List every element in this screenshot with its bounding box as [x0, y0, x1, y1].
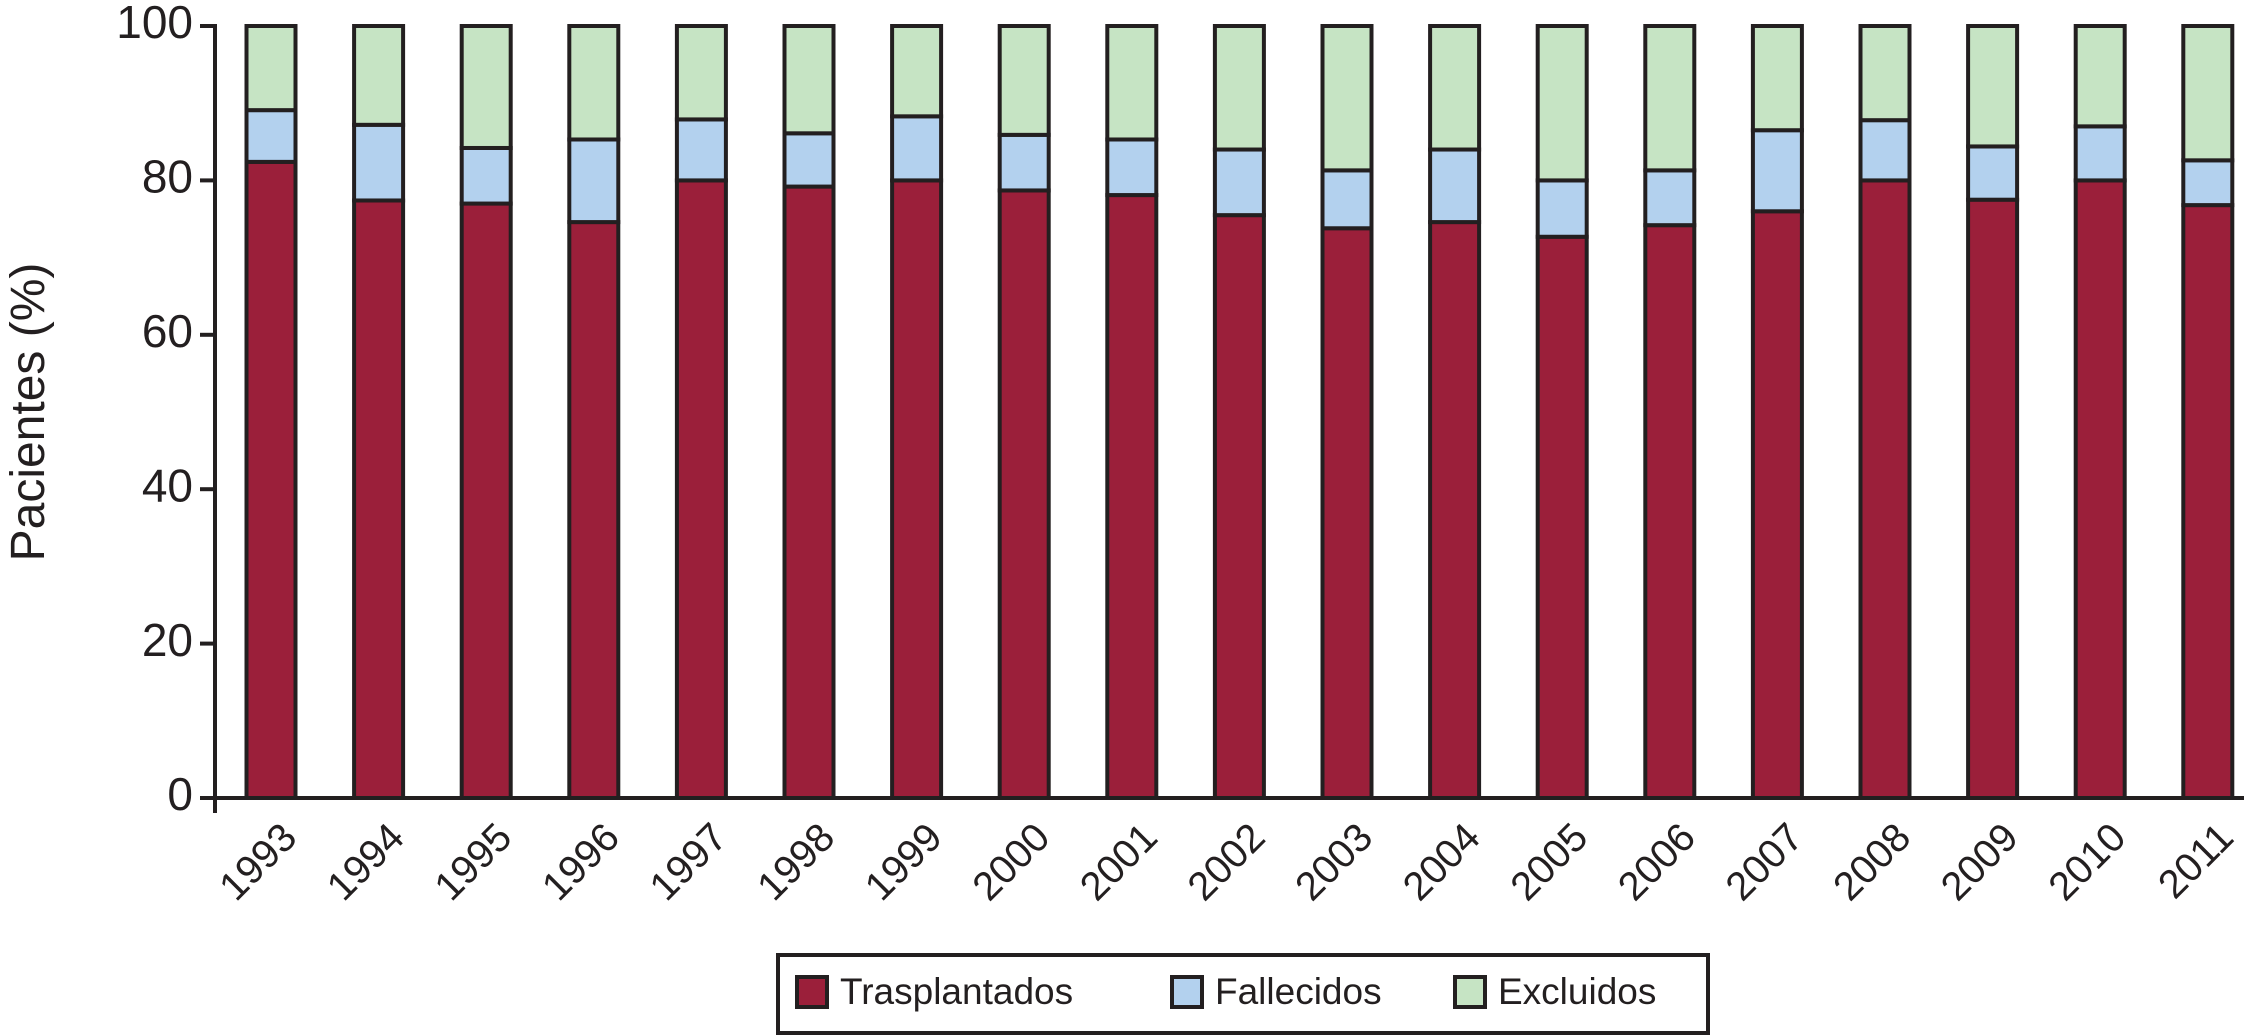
bar-segment [674, 24, 728, 122]
bar-segment [997, 132, 1051, 193]
bar-segment [1535, 24, 1589, 183]
bar-segment [2073, 124, 2127, 183]
bar-segment [1750, 24, 1804, 133]
y-tick-label: 0 [167, 768, 193, 820]
bar-segment [1643, 24, 1697, 173]
bar-segment [1750, 128, 1804, 214]
bar-segment [2181, 203, 2235, 800]
bar-segment [890, 114, 944, 183]
bar-segment [1966, 144, 2020, 202]
x-tick-label: 2001 [1072, 815, 1166, 909]
y-axis-title: Pacientes (%) [2, 263, 55, 562]
legend-label: Trasplantados [840, 971, 1073, 1012]
bar-segment [1535, 178, 1589, 239]
bar-segment [1428, 24, 1482, 152]
bar-segment [1858, 24, 1912, 123]
bar-segment [352, 122, 406, 203]
legend-swatch [795, 975, 829, 1009]
x-tick-label: 2006 [1610, 815, 1704, 909]
bar-segment [244, 24, 298, 113]
bar-segment [459, 201, 513, 800]
bar-segment [2073, 24, 2127, 129]
bar-segment [1428, 220, 1482, 800]
bar-segment [1320, 168, 1374, 231]
y-tick-label: 100 [116, 0, 193, 48]
bar-segment [1212, 213, 1266, 800]
x-tick-label: 2002 [1180, 815, 1274, 909]
x-tick-label: 2007 [1718, 815, 1812, 909]
bar-segment [352, 198, 406, 801]
x-tick-label: 1995 [426, 815, 520, 909]
bar-segment [567, 24, 621, 142]
x-tick-label: 1999 [857, 815, 951, 909]
bar-segment [1105, 24, 1159, 142]
bar-segment [1858, 118, 1912, 183]
bar-segment [782, 24, 836, 136]
x-tick-label: 1997 [642, 815, 736, 909]
bar-segment [1966, 24, 2020, 149]
bar-segment [1212, 24, 1266, 152]
bar-segment [1212, 147, 1266, 218]
bar-segment [567, 220, 621, 800]
bar-segment [1535, 234, 1589, 801]
x-tick-label: 2004 [1395, 815, 1489, 909]
x-tick-label: 1998 [749, 815, 843, 909]
bar-segment [890, 178, 944, 800]
bar-segment [459, 145, 513, 206]
bar-segment [459, 24, 513, 150]
x-tick-label: 2009 [1933, 815, 2027, 909]
bar-segment [1858, 178, 1912, 800]
bar-segment [244, 108, 298, 164]
bar-segment [2181, 158, 2235, 208]
bar-segment [1428, 147, 1482, 225]
bar-segment [1320, 226, 1374, 801]
bar-segment [1320, 24, 1374, 173]
legend-box [776, 953, 1710, 1035]
bar-segment [2181, 24, 2235, 163]
legend-label: Excluidos [1498, 971, 1656, 1012]
x-tick-label: 2005 [1502, 815, 1596, 909]
bar-segment [890, 24, 944, 119]
bar-segment [1643, 168, 1697, 228]
bar-segment [1105, 137, 1159, 198]
x-tick-label: 2008 [1825, 815, 1919, 909]
bar-segment [997, 24, 1051, 137]
bar-segment [1750, 209, 1804, 800]
x-tick-label: 1996 [534, 815, 628, 909]
x-tick-label: 2010 [2040, 815, 2134, 909]
bar-segment [244, 159, 298, 800]
bar-segment [2073, 178, 2127, 800]
bar-segment [1643, 223, 1697, 800]
legend-swatch [1453, 975, 1487, 1009]
x-tick-label: 1994 [319, 815, 413, 909]
legend-label: Fallecidos [1215, 971, 1382, 1012]
bar-segment [782, 184, 836, 801]
bar-segment [1105, 193, 1159, 800]
bar-segment [997, 188, 1051, 801]
x-tick-label: 2003 [1287, 815, 1381, 909]
y-tick-label: 20 [142, 614, 193, 666]
x-tick-label: 1993 [211, 815, 305, 909]
bar-segment [674, 117, 728, 183]
x-tick-label: 2000 [964, 815, 1058, 909]
bar-segment [567, 137, 621, 225]
bar-segment [674, 178, 728, 800]
legend-swatch [1170, 975, 1204, 1009]
bar-segment [782, 131, 836, 189]
y-tick-label: 80 [142, 151, 193, 203]
bar-segment [1966, 197, 2020, 800]
x-tick-label: 2011 [2150, 815, 2242, 907]
y-tick-label: 40 [142, 459, 193, 511]
y-tick-label: 60 [142, 305, 193, 357]
bar-segment [352, 24, 406, 127]
